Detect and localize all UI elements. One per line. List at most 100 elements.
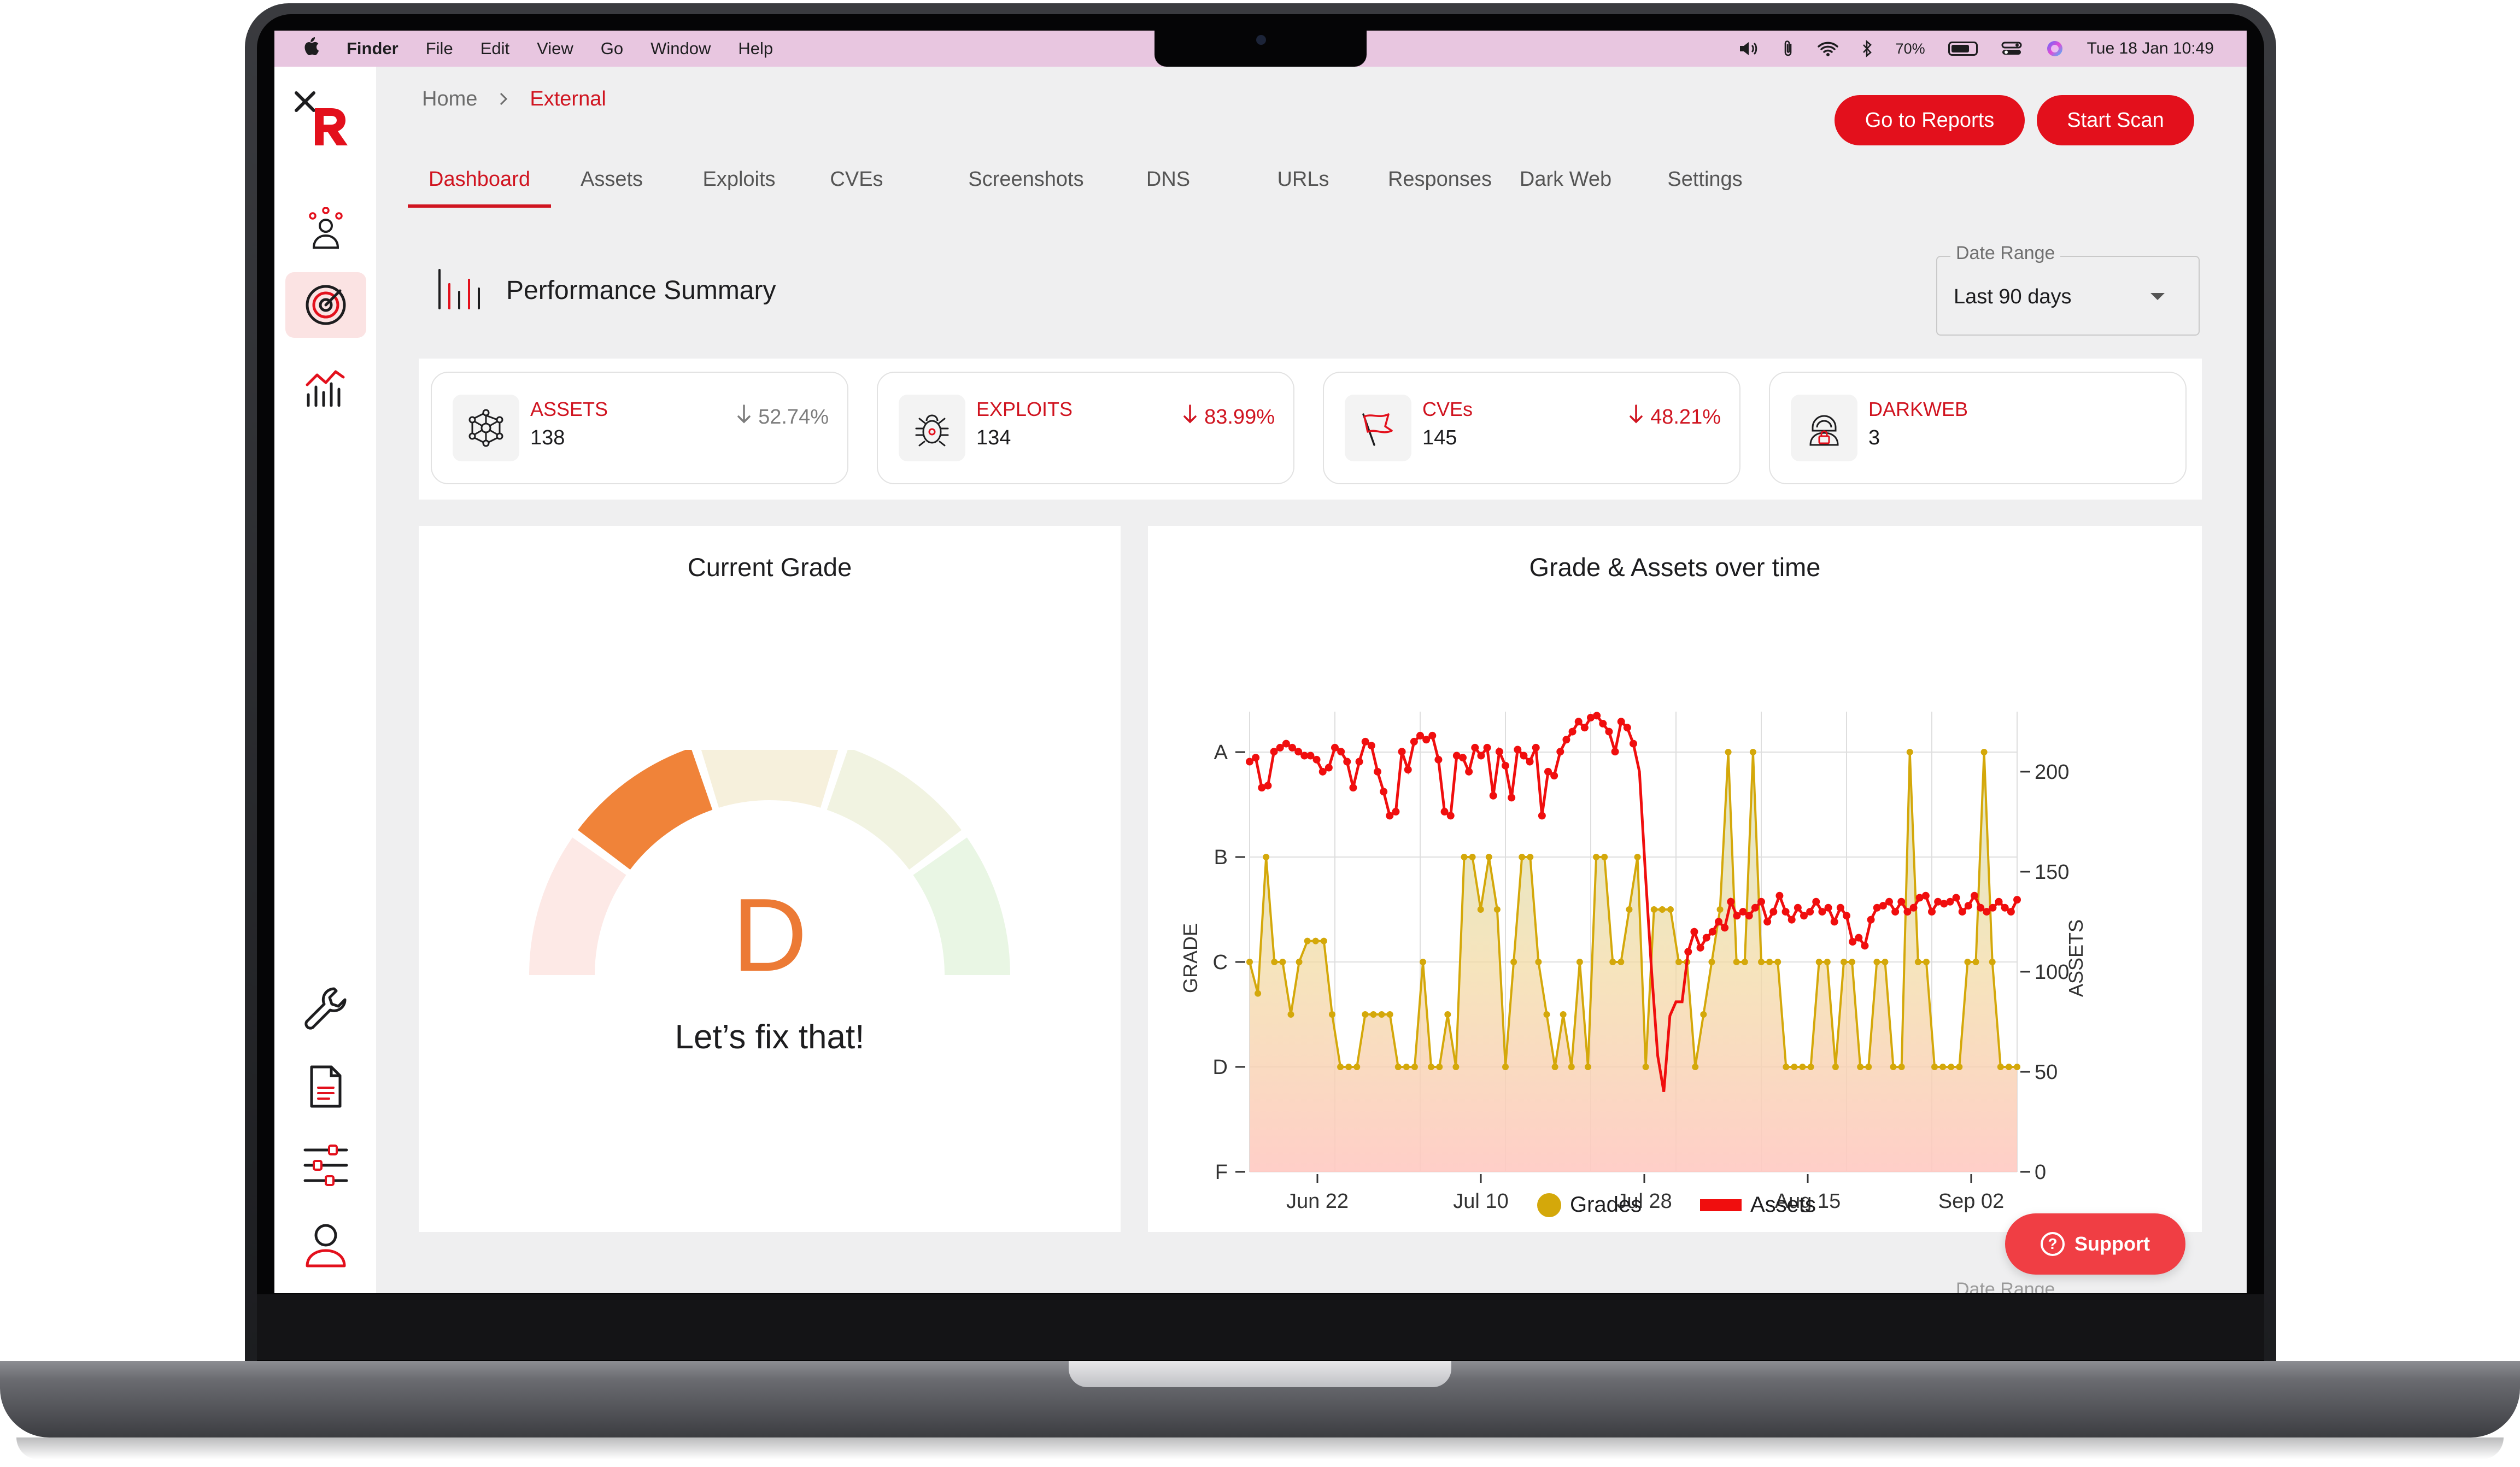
grade-point	[1749, 749, 1756, 755]
battery-percent: 70%	[1895, 40, 1925, 57]
date-range-select[interactable]: Date Range Last 90 days	[1936, 243, 2200, 336]
asset-point	[1526, 758, 1534, 766]
asset-point	[2001, 903, 2009, 912]
sidebar-analytics-icon[interactable]	[285, 354, 366, 420]
legend-grades[interactable]: Grades	[1537, 1193, 1642, 1217]
battery-icon[interactable]	[1948, 42, 1978, 56]
bluetooth-icon[interactable]	[1862, 38, 1873, 60]
grade-point	[1469, 854, 1476, 860]
sidebar-target-icon[interactable]	[285, 272, 366, 338]
asset-point	[1361, 737, 1369, 746]
asset-point	[1318, 767, 1327, 776]
paperclip-icon[interactable]	[1783, 38, 1794, 60]
grade-point	[1906, 749, 1913, 755]
control-center-icon[interactable]	[2001, 38, 2023, 60]
menubar-view[interactable]: View	[537, 39, 573, 58]
asset-point	[1781, 908, 1790, 916]
asset-point	[1909, 903, 1918, 912]
flag-icon	[1345, 395, 1411, 461]
date-range-value: Last 90 days	[1954, 285, 2072, 308]
y2-tick-label: 50	[2035, 1061, 2058, 1084]
tab-responses[interactable]: Responses	[1387, 167, 1492, 191]
stats-row: ASSETS 138 52.74% EXPLOITS 134	[419, 359, 2202, 500]
sidebar-users-icon[interactable]	[285, 196, 366, 261]
stat-card-darkweb[interactable]: DARKWEB 3	[1769, 372, 2187, 484]
siri-icon[interactable]	[2046, 38, 2064, 60]
asset-point	[1769, 908, 1778, 916]
asset-point	[1690, 928, 1698, 936]
grade-point	[1386, 1011, 1393, 1018]
tab-dns[interactable]: DNS	[1146, 167, 1191, 191]
asset-point	[1605, 727, 1613, 736]
tab-urls[interactable]: URLs	[1277, 167, 1329, 191]
stat-change-value: 83.99%	[1204, 405, 1275, 429]
menubar-help[interactable]: Help	[738, 39, 773, 58]
grade-point	[1939, 1064, 1947, 1070]
menubar-window[interactable]: Window	[650, 39, 711, 58]
asset-point	[1989, 903, 1997, 912]
grade-point	[1642, 1064, 1649, 1070]
app-logo[interactable]	[291, 89, 356, 149]
stat-card-assets[interactable]: ASSETS 138 52.74%	[431, 372, 848, 484]
asset-point	[1630, 740, 1637, 748]
asset-point	[1812, 897, 1820, 906]
sidebar-settings-sliders-icon[interactable]	[285, 1132, 366, 1198]
asset-point	[1282, 740, 1290, 748]
menubar-app-name[interactable]: Finder	[347, 39, 398, 58]
menubar-file[interactable]: File	[425, 39, 453, 58]
start-scan-button[interactable]: Start Scan	[2037, 95, 2194, 145]
apple-menu-icon[interactable]	[303, 37, 319, 61]
grade-point	[1783, 1064, 1790, 1070]
gauge-segment	[826, 750, 962, 870]
menubar-datetime[interactable]: Tue 18 Jan 10:49	[2087, 39, 2214, 57]
sidebar-tools-icon[interactable]	[285, 975, 366, 1041]
asset-point	[1964, 902, 1972, 910]
grade-point	[1568, 1064, 1575, 1070]
y-tick-label: C	[1213, 951, 1228, 974]
tab-dark-web[interactable]: Dark Web	[1519, 167, 1612, 191]
breadcrumb-current[interactable]: External	[530, 87, 606, 110]
app-sidebar	[274, 67, 376, 1293]
tab-assets[interactable]: Assets	[580, 167, 643, 191]
asset-point	[1745, 912, 1753, 920]
grade-point	[2005, 1064, 2012, 1070]
asset-point	[1380, 788, 1388, 796]
asset-point	[1885, 897, 1893, 906]
sidebar-profile-icon[interactable]	[285, 1212, 366, 1278]
grade-point	[1840, 959, 1847, 965]
menubar-edit[interactable]: Edit	[480, 39, 510, 58]
stat-card-exploits[interactable]: EXPLOITS 134 83.99%	[877, 372, 1294, 484]
screen: Finder File Edit View Go Window Help 70%	[274, 31, 2247, 1293]
grade-point	[1741, 959, 1748, 965]
tab-dashboard[interactable]: Dashboard	[429, 167, 530, 191]
asset-point	[1599, 719, 1607, 727]
gauge-segment	[912, 837, 1010, 976]
grade-point	[1436, 1064, 1443, 1070]
asset-point	[1410, 737, 1418, 746]
wifi-icon[interactable]	[1817, 38, 1839, 60]
tab-settings[interactable]: Settings	[1667, 167, 1743, 191]
asset-point	[1757, 897, 1765, 906]
grade-point	[1428, 1064, 1435, 1070]
support-button[interactable]: ? Support	[2005, 1213, 2185, 1275]
grade-point	[1246, 959, 1253, 965]
laptop-opening-notch	[1069, 1361, 1451, 1387]
legend-assets[interactable]: Assets	[1700, 1193, 1816, 1217]
grade-point	[1989, 959, 1996, 965]
asset-point	[1489, 791, 1497, 800]
asset-point	[1532, 743, 1540, 752]
stat-card-cves[interactable]: CVEs 145 48.21%	[1323, 372, 1740, 484]
x-tick-label: Jul 28	[1616, 1190, 1672, 1213]
asset-point	[1739, 908, 1747, 916]
sidebar-reports-icon[interactable]	[285, 1054, 366, 1119]
asset-point	[1843, 912, 1850, 920]
tab-cves[interactable]: CVEs	[830, 167, 883, 191]
asset-point	[1306, 752, 1315, 760]
tab-screenshots[interactable]: Screenshots	[968, 167, 1084, 191]
grade-point	[1510, 959, 1517, 965]
go-to-reports-button[interactable]: Go to Reports	[1835, 95, 2025, 145]
volume-icon[interactable]	[1738, 38, 1760, 60]
breadcrumb-home[interactable]: Home	[422, 87, 478, 110]
menubar-go[interactable]: Go	[600, 39, 624, 58]
tab-exploits[interactable]: Exploits	[702, 167, 776, 191]
